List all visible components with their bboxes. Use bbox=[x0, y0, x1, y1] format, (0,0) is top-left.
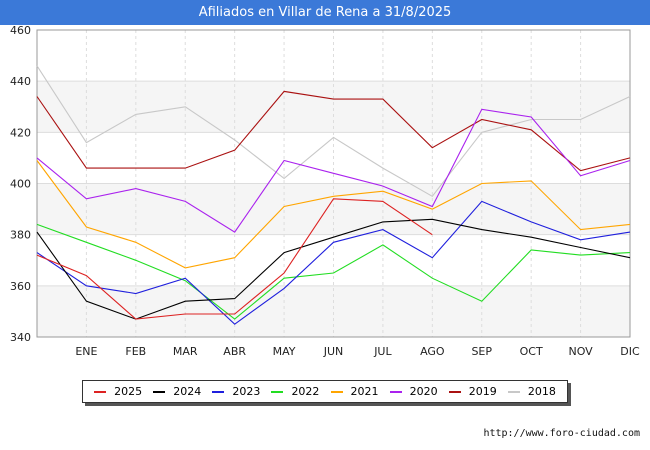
series-line-2022 bbox=[36, 223, 631, 320]
legend-swatch bbox=[271, 390, 284, 393]
legend-item-2023: 2023 bbox=[212, 385, 260, 398]
series-line-2019 bbox=[36, 90, 631, 172]
legend-item-2024: 2024 bbox=[153, 385, 201, 398]
legend-item-2018: 2018 bbox=[507, 385, 556, 398]
x-tick-label: JUL bbox=[373, 345, 392, 358]
series-line-2021 bbox=[36, 160, 631, 269]
plot-frame bbox=[36, 29, 631, 338]
legend-swatch bbox=[389, 390, 402, 393]
legend-label: 2020 bbox=[409, 385, 438, 398]
legend-item-2025: 2025 bbox=[94, 385, 142, 398]
x-tick-label: JUN bbox=[323, 345, 344, 358]
legend-swatch bbox=[153, 390, 166, 393]
x-tick-label: ENE bbox=[75, 345, 97, 358]
y-tick-label: 380 bbox=[10, 229, 31, 242]
x-tick-label: FEB bbox=[125, 345, 146, 358]
series-line-2023 bbox=[36, 200, 631, 325]
chart-legend: 2025 2024 2023 2022 2021 2020 2019 2018 bbox=[82, 380, 568, 403]
x-tick-label: AGO bbox=[420, 345, 445, 358]
series-line-2018 bbox=[36, 65, 631, 198]
x-tick-label: SEP bbox=[471, 345, 492, 358]
y-tick-label: 440 bbox=[10, 75, 31, 88]
y-tick-label: 360 bbox=[10, 280, 31, 293]
legend-item-2019: 2019 bbox=[448, 385, 497, 398]
legend-item-2022: 2022 bbox=[271, 385, 319, 398]
series-line-2025 bbox=[36, 198, 433, 320]
legend-swatch bbox=[507, 390, 520, 393]
y-tick-label: 400 bbox=[10, 178, 31, 191]
legend-label: 2022 bbox=[291, 385, 320, 398]
legend-swatch bbox=[94, 390, 107, 393]
x-tick-label: DIC bbox=[620, 345, 640, 358]
x-tick-label: MAR bbox=[173, 345, 198, 358]
grid-band bbox=[37, 81, 630, 133]
legend-swatch bbox=[448, 390, 461, 393]
legend-swatch bbox=[212, 390, 225, 393]
legend-item-2020: 2020 bbox=[389, 385, 438, 398]
chart-title: Afiliados en Villar de Rena a 31/8/2025 bbox=[0, 0, 650, 25]
legend-label: 2021 bbox=[350, 385, 379, 398]
legend-label: 2024 bbox=[173, 385, 202, 398]
y-tick-label: 460 bbox=[10, 24, 31, 37]
y-tick-label: 340 bbox=[10, 331, 31, 344]
series-line-2020 bbox=[36, 108, 631, 233]
legend-label: 2023 bbox=[232, 385, 261, 398]
x-tick-label: OCT bbox=[520, 345, 543, 358]
x-tick-label: ABR bbox=[223, 345, 246, 358]
legend-label: 2019 bbox=[468, 385, 497, 398]
x-tick-label: NOV bbox=[568, 345, 593, 358]
legend-label: 2025 bbox=[114, 385, 143, 398]
source-url: http://www.foro-ciudad.com bbox=[483, 428, 640, 439]
grid-band bbox=[37, 285, 630, 337]
legend-item-2021: 2021 bbox=[330, 385, 379, 398]
legend-swatch bbox=[330, 390, 343, 393]
x-tick-label: MAY bbox=[273, 345, 296, 358]
y-tick-label: 420 bbox=[10, 126, 31, 139]
legend-label: 2018 bbox=[527, 385, 556, 398]
